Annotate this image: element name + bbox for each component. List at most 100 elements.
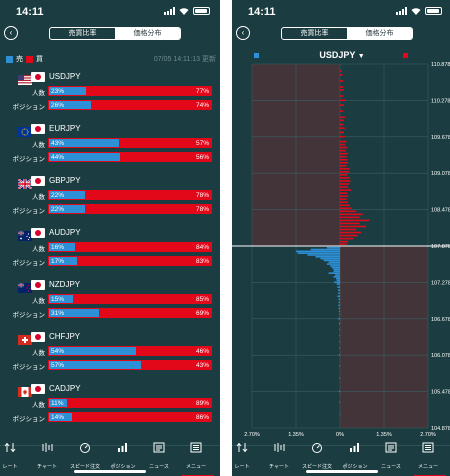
status-time: 14:11 xyxy=(16,6,44,18)
flag-pair xyxy=(18,71,46,85)
tab-position[interactable]: ポジション xyxy=(101,442,145,473)
menu-icon xyxy=(422,442,434,453)
people-row: 人数 43% 57% xyxy=(0,138,220,149)
buy-percent: 85% xyxy=(195,296,209,303)
tab-rate-arrows[interactable]: レート xyxy=(232,442,264,473)
buy-bar xyxy=(340,89,344,91)
buy-bar xyxy=(340,161,349,164)
pair-block[interactable]: USDJPY 人数 23% 77% ポジション 26% 74% xyxy=(0,71,220,123)
au-flag-icon xyxy=(18,228,32,241)
sell-bar xyxy=(338,304,340,307)
sell-bar xyxy=(339,310,340,313)
row-label: ポジション xyxy=(12,364,46,371)
pair-block[interactable]: NZDJPY 人数 15% 85% ポジション 31% 69% xyxy=(0,279,220,331)
buy-percent: 56% xyxy=(195,154,209,161)
eu-flag-icon xyxy=(18,124,32,137)
row-label: 人数 xyxy=(32,246,45,253)
sell-bar xyxy=(337,295,340,298)
buy-bar xyxy=(340,195,349,197)
x-tick-label: 2.70% xyxy=(244,432,260,438)
pair-block[interactable]: CHFJPY 人数 54% 46% ポジション 57% 43% xyxy=(0,331,220,383)
buy-percent: 78% xyxy=(195,206,209,213)
sell-bar xyxy=(310,248,340,251)
tab-chart[interactable]: チャート xyxy=(257,442,301,473)
buy-bar xyxy=(340,99,346,102)
tab-menu[interactable]: メニュー xyxy=(406,442,450,473)
y-tick-label: 109.678 xyxy=(431,135,450,141)
buy-bar xyxy=(340,140,347,143)
ratio-bar: 31% 69% xyxy=(48,308,212,318)
tab-menu[interactable]: メニュー xyxy=(174,442,218,473)
sell-bar xyxy=(339,328,340,331)
position-row: ポジション 22% 78% xyxy=(0,204,220,215)
sell-bar xyxy=(331,266,340,269)
buy-percent: 77% xyxy=(195,88,209,95)
sell-bar xyxy=(49,309,100,317)
flag-pair xyxy=(18,227,46,241)
tab-speed-order[interactable]: スピード注文 xyxy=(63,442,107,473)
tab-chart[interactable]: チャート xyxy=(25,442,69,473)
buy-bar xyxy=(340,168,350,170)
row-label: ポジション xyxy=(12,104,46,111)
sell-bar xyxy=(49,399,67,407)
gb-flag-icon xyxy=(17,176,33,190)
sell-bar xyxy=(326,246,340,249)
tab-ratio[interactable]: 売買比率 xyxy=(68,30,97,37)
tab-news[interactable]: ニュース xyxy=(137,442,181,473)
pair-block[interactable]: GBPJPY 人数 22% 78% ポジション 22% 78% xyxy=(0,175,220,227)
back-icon[interactable]: ‹ xyxy=(4,26,18,40)
us-flag-icon xyxy=(18,72,32,85)
tab-speed-order[interactable]: スピード注文 xyxy=(295,442,339,473)
sell-bar xyxy=(49,153,121,161)
buy-percent: 84% xyxy=(195,244,209,251)
position-row: ポジション 31% 69% xyxy=(0,308,220,319)
people-row: 人数 16% 84% xyxy=(0,242,220,253)
back-icon[interactable]: ‹ xyxy=(236,26,250,40)
nz-flag-icon xyxy=(18,280,32,293)
buy-percent: 89% xyxy=(195,400,209,407)
buy-bar xyxy=(340,210,357,213)
buy-percent: 57% xyxy=(195,140,209,147)
ratio-bar: 16% 84% xyxy=(48,242,212,252)
speed-order-icon xyxy=(79,442,91,453)
buy-bar xyxy=(340,228,357,231)
jp-flag-icon xyxy=(31,332,45,342)
news-icon xyxy=(153,442,165,453)
pair-block[interactable]: EURJPY 人数 43% 57% ポジション 44% 56% xyxy=(0,123,220,175)
pair-block[interactable]: AUDJPY 人数 16% 84% ポジション 17% 83% xyxy=(0,227,220,279)
buy-percent: 78% xyxy=(195,192,209,199)
tab-position[interactable]: ポジション xyxy=(333,442,377,473)
status-time: 14:11 xyxy=(248,6,276,18)
row-label: 人数 xyxy=(32,350,45,357)
tab-label: ニュース xyxy=(381,464,401,470)
buy-bar xyxy=(340,234,358,237)
tab-distribution[interactable]: 価格分布 xyxy=(347,28,412,39)
row-label: ポジション xyxy=(12,416,46,423)
position-icon xyxy=(117,442,129,453)
view-tabs: 売買比率 価格分布 xyxy=(281,27,413,40)
ratio-bar: 26% 74% xyxy=(48,100,212,110)
tab-distribution[interactable]: 価格分布 xyxy=(115,28,180,39)
y-tick-label: 107.278 xyxy=(431,280,450,286)
buy-bar xyxy=(340,104,344,106)
sell-bar xyxy=(336,277,340,280)
position-icon xyxy=(349,442,361,453)
buy-bar xyxy=(340,123,344,126)
tab-label: レート xyxy=(234,464,250,470)
tab-ratio[interactable]: 売買比率 xyxy=(300,30,329,37)
tab-news[interactable]: ニュース xyxy=(369,442,413,473)
distribution-screen: 14:11 ‹ 売買比率 価格分布 USDJPY ▼ 110.878 110.27… xyxy=(232,0,450,476)
pair-block[interactable]: CADJPY 人数 11% 89% ポジション 14% 86% xyxy=(0,383,220,435)
symbol-selector[interactable]: USDJPY ▼ xyxy=(232,50,450,60)
buy-bar xyxy=(340,131,344,134)
header: ‹ 売買比率 価格分布 xyxy=(232,22,450,46)
sell-bar xyxy=(296,250,340,253)
tab-rate-arrows[interactable]: レート xyxy=(0,442,32,473)
ratio-screen: 14:11 ‹ 売買比率 価格分布 売 買 07/05 14:11:13 更新 … xyxy=(0,0,220,476)
sell-swatch xyxy=(6,55,13,63)
buy-bar xyxy=(340,119,344,122)
sell-bar xyxy=(330,265,340,267)
buy-bar xyxy=(340,231,362,234)
jp-flag-icon xyxy=(31,280,45,290)
position-row: ポジション 14% 86% xyxy=(0,412,220,423)
